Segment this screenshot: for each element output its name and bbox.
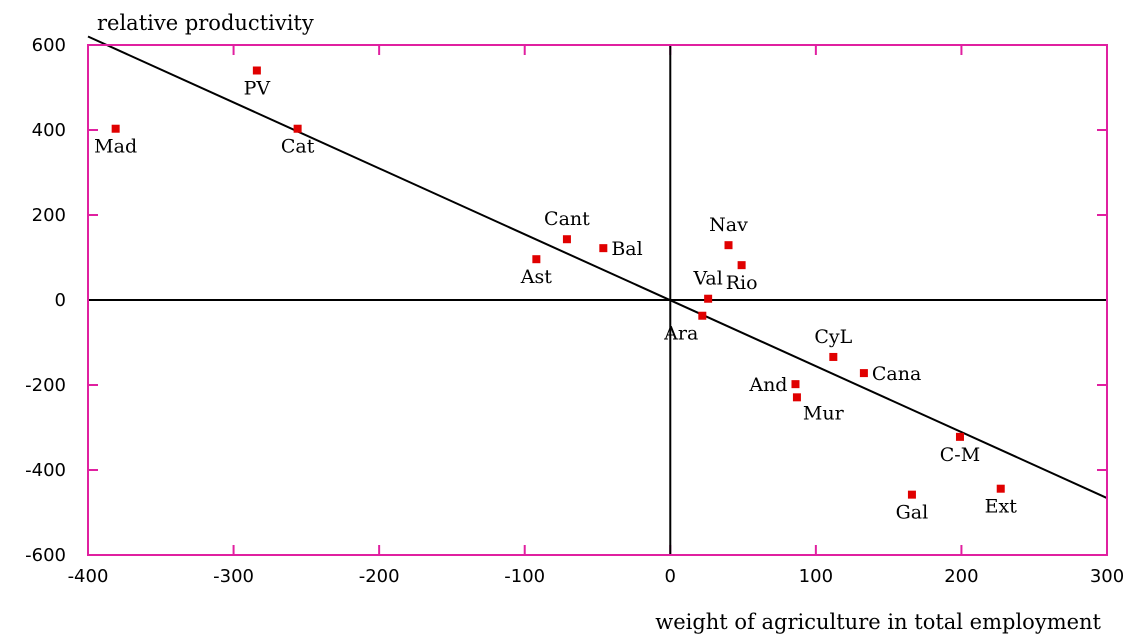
data-point-cat	[293, 124, 302, 133]
data-point-cyl	[829, 352, 838, 361]
data-point-mur	[792, 393, 801, 402]
point-label-mad: Mad	[94, 136, 137, 158]
point-label-ast: Ast	[520, 266, 552, 288]
data-point-bal	[599, 244, 608, 253]
point-label-mur: Mur	[803, 402, 845, 424]
data-point-rio	[737, 261, 746, 270]
data-point-mad	[111, 124, 120, 133]
x-tick-label: 100	[799, 566, 833, 587]
trend-line	[87, 35, 1108, 499]
trend-line-group	[87, 35, 1108, 499]
point-label-val: Val	[692, 268, 722, 290]
point-label-and: And	[748, 374, 787, 396]
y-tick-label: -200	[25, 375, 66, 396]
x-tick-label: 300	[1090, 566, 1124, 587]
data-point-ast	[532, 255, 541, 264]
data-point-cana	[859, 369, 868, 378]
data-point-c-m	[955, 432, 964, 441]
x-tick-label: 0	[665, 566, 676, 587]
y-tick-labels: 600 400 200 0 -200 -400 -600	[25, 35, 66, 566]
point-label-cana: Cana	[872, 363, 921, 385]
y-tick-label: 200	[32, 205, 66, 226]
y-tick-label: 400	[32, 120, 66, 141]
data-point-nav	[724, 241, 733, 250]
x-tick-label: -100	[504, 566, 545, 587]
point-label-cant: Cant	[544, 208, 590, 230]
point-label-cyl: CyL	[814, 326, 852, 348]
data-point-pv	[252, 66, 261, 75]
data-point-ara	[698, 311, 707, 320]
point-label-nav: Nav	[709, 214, 748, 236]
data-point-and	[791, 380, 800, 389]
y-tick-label: -600	[25, 545, 66, 566]
y-tick-label: 0	[55, 290, 66, 311]
x-tick-label: -300	[213, 566, 254, 587]
x-tick-label: -200	[359, 566, 400, 587]
y-axis-title: relative productivity	[97, 11, 314, 35]
y-tick-label: 600	[32, 35, 66, 56]
point-label-ara: Ara	[663, 323, 698, 345]
point-label-pv: PV	[244, 78, 271, 100]
x-tick-label: -400	[68, 566, 109, 587]
zero-lines	[88, 45, 1107, 555]
data-point-val	[704, 294, 713, 303]
point-label-gal: Gal	[896, 502, 929, 524]
data-point-cant	[562, 235, 571, 244]
data-point-gal	[907, 490, 916, 499]
y-tick-label: -400	[25, 460, 66, 481]
point-label-rio: Rio	[726, 272, 758, 294]
x-tick-label: 200	[944, 566, 978, 587]
data-point-ext	[996, 484, 1005, 493]
point-label-cat: Cat	[281, 136, 315, 158]
x-axis-title: weight of agriculture in total employmen…	[655, 610, 1101, 634]
x-tick-labels: -400 -300 -200 -100 0 100 200 300	[68, 566, 1125, 587]
point-label-bal: Bal	[611, 238, 642, 260]
point-label-ext: Ext	[985, 496, 1018, 518]
plot-frame	[87, 44, 1108, 556]
point-label-c-m: C-M	[940, 444, 980, 466]
